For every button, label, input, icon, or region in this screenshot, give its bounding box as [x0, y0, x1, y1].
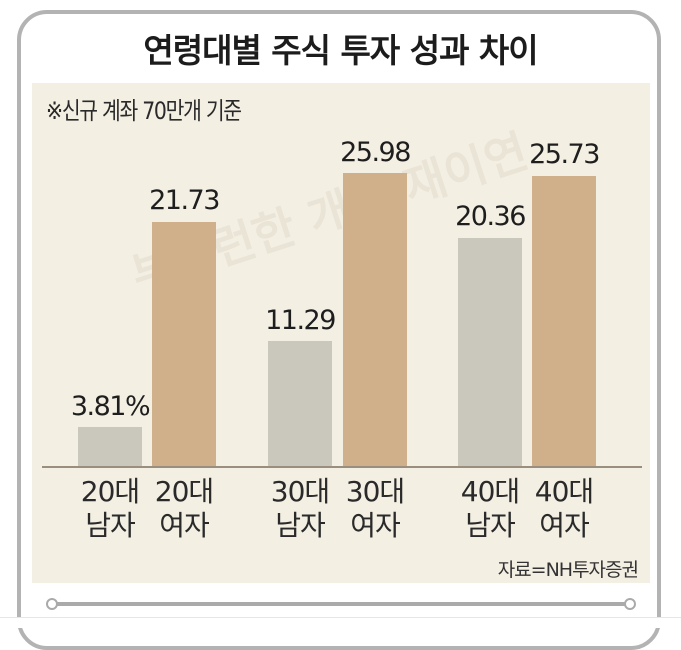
x-label: 30대 남자 [260, 475, 340, 543]
bar-40s-female [532, 176, 596, 467]
value-label: 11.29 [265, 305, 336, 336]
x-label-gender: 남자 [465, 509, 516, 542]
bar-40s-male [458, 238, 522, 467]
x-label: 40대 남자 [450, 475, 530, 543]
bar-30s-male [268, 341, 332, 467]
x-label-age: 40대 [460, 475, 520, 508]
x-label-age: 20대 [80, 475, 140, 508]
x-label-gender: 여자 [539, 509, 590, 542]
x-label-age: 20대 [154, 475, 214, 508]
chart-panel: ※신규 계좌 70만개 기준 부지런한 개미 재이연 3.81% 21.73 1… [32, 83, 650, 583]
x-label-age: 30대 [270, 475, 330, 508]
x-label: 40대 여자 [524, 475, 604, 543]
footer-rule [52, 602, 628, 606]
value-label: 25.73 [529, 139, 600, 170]
x-label: 20대 남자 [70, 475, 150, 543]
x-label-gender: 남자 [85, 509, 136, 542]
chart-title: 연령대별 주식 투자 성과 차이 [143, 31, 538, 70]
x-label-gender: 여자 [159, 509, 210, 542]
x-label-age: 40대 [534, 475, 594, 508]
value-label: 21.73 [149, 185, 220, 216]
source-credit: 자료=NH투자증권 [497, 559, 639, 581]
value-label: 25.98 [340, 137, 411, 168]
x-label-age: 30대 [345, 475, 405, 508]
bar-20s-male [78, 427, 142, 467]
x-label-gender: 여자 [350, 509, 401, 542]
value-label: 3.81% [70, 391, 151, 422]
x-label: 30대 여자 [335, 475, 415, 543]
x-label: 20대 여자 [144, 475, 224, 543]
bar-30s-female [343, 173, 407, 467]
bar-20s-female [152, 222, 216, 467]
rule-end-dot-left [46, 598, 58, 610]
rule-end-dot-right [624, 598, 636, 610]
x-label-gender: 남자 [275, 509, 326, 542]
chart-note: ※신규 계좌 70만개 기준 [46, 97, 242, 125]
value-label: 20.36 [455, 201, 526, 232]
bottom-strip [0, 617, 681, 628]
x-axis-baseline [42, 466, 642, 468]
